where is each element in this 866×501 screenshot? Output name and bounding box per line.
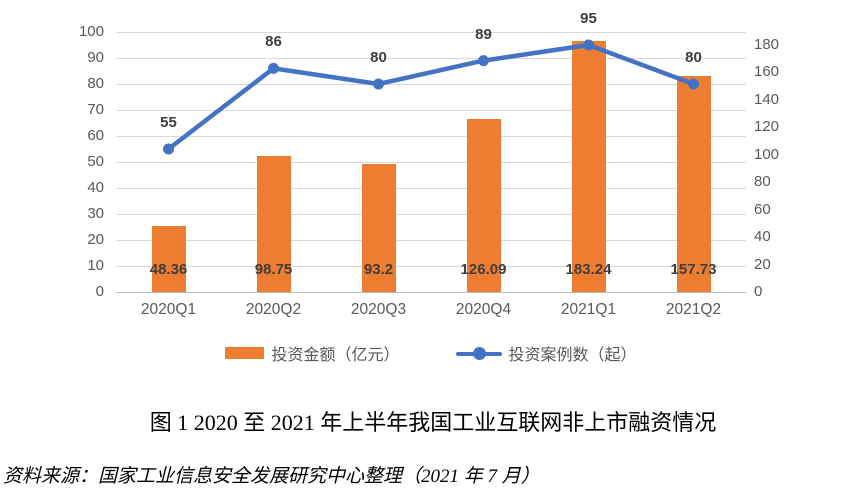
bar <box>151 225 186 292</box>
legend-item-line: 投资案例数（起） <box>455 341 637 365</box>
gridline <box>116 84 746 85</box>
bar-swatch-icon <box>225 347 265 359</box>
line-value-label: 95 <box>580 10 597 27</box>
right-axis-tick-label: 100 <box>754 145 780 163</box>
line-point <box>688 78 699 90</box>
left-axis-tick-label: 60 <box>87 127 104 144</box>
bar-value-label: 157.73 <box>670 261 717 278</box>
line-value-label: 86 <box>265 33 282 51</box>
chart-area: 0 10 20 30 40 50 60 70 80 90 100 0 20 40 60 80 100 120 14… <box>78 10 780 365</box>
right-axis-tick-label: 140 <box>754 90 780 108</box>
right-axis-tick-label: 180 <box>754 36 780 53</box>
bar-value-label: 48.36 <box>149 261 188 278</box>
left-axis-tick-label: 80 <box>87 75 104 92</box>
bar-value-label: 183.24 <box>565 261 612 278</box>
left-axis-tick-label: 20 <box>87 231 104 248</box>
bar <box>361 164 396 292</box>
left-axis-tick-label: 70 <box>87 101 104 118</box>
left-axis-tick-label: 50 <box>87 153 104 170</box>
gridline <box>116 32 746 33</box>
line-value-label: 89 <box>475 25 492 43</box>
gridline <box>116 214 746 215</box>
line-value-label: 80 <box>370 49 387 66</box>
left-axis-tick-label: 10 <box>87 257 104 274</box>
bar <box>466 118 501 292</box>
line-point <box>163 143 174 155</box>
bar-value-label: 98.75 <box>254 261 293 278</box>
right-axis-tick-label: 60 <box>754 200 771 218</box>
right-axis-tick-label: 120 <box>754 118 780 136</box>
gridline <box>116 136 746 137</box>
bar-value-label: 93.2 <box>363 261 394 278</box>
bar-value-label: 126.09 <box>460 261 507 278</box>
x-axis-label: 2020Q2 <box>245 301 302 318</box>
right-axis-tick-label: 80 <box>754 173 771 191</box>
source-note: 资料来源：国家工业信息安全发展研究中心整理（2021 年 7 月） <box>3 466 540 487</box>
x-axis-label: 2021Q1 <box>560 301 617 318</box>
line-swatch-icon <box>455 346 502 360</box>
left-axis-tick-label: 100 <box>78 23 104 40</box>
line-marker-icon <box>472 346 486 360</box>
legend-bar-label: 投资金额（亿元） <box>271 347 400 364</box>
line-series <box>163 39 699 155</box>
right-axis-tick-label: 160 <box>754 63 780 81</box>
line-point <box>268 62 279 74</box>
right-axis-tick-label: 40 <box>754 228 771 246</box>
line-point <box>373 78 384 90</box>
gridline <box>116 240 746 241</box>
right-axis-tick-label: 20 <box>754 255 771 273</box>
left-axis-tick-label: 40 <box>87 179 104 196</box>
line-value-label: 80 <box>685 49 702 66</box>
gridline <box>116 162 746 163</box>
gridline <box>116 110 746 111</box>
bar <box>256 156 291 292</box>
line-point <box>583 39 594 51</box>
bar <box>571 40 606 292</box>
legend-item-bar: 投资金额（亿元） <box>225 341 400 365</box>
left-axis-tick-label: 90 <box>87 49 104 66</box>
gridline <box>116 266 746 267</box>
x-axis-label: 2020Q1 <box>140 301 197 318</box>
line-path <box>166 42 696 152</box>
x-axis-label: 2020Q3 <box>350 301 407 318</box>
gridline <box>116 188 746 189</box>
left-axis-tick-label: 0 <box>95 283 104 300</box>
legend-line-label: 投资案例数（起） <box>508 347 637 364</box>
legend: 投资金额（亿元） 投资案例数（起） <box>116 341 746 365</box>
gridline <box>116 58 746 59</box>
x-axis-label: 2020Q4 <box>455 301 512 318</box>
gridline <box>116 292 746 293</box>
line-point <box>478 55 489 67</box>
bar <box>676 75 711 292</box>
left-axis-tick-label: 30 <box>87 205 104 222</box>
figure-caption: 图 1 2020 至 2021 年上半年我国工业互联网非上市融资情况 <box>149 410 717 435</box>
right-axis-tick-label: 0 <box>754 283 763 300</box>
line-value-label: 55 <box>160 114 177 131</box>
x-axis-label: 2021Q2 <box>665 301 722 318</box>
